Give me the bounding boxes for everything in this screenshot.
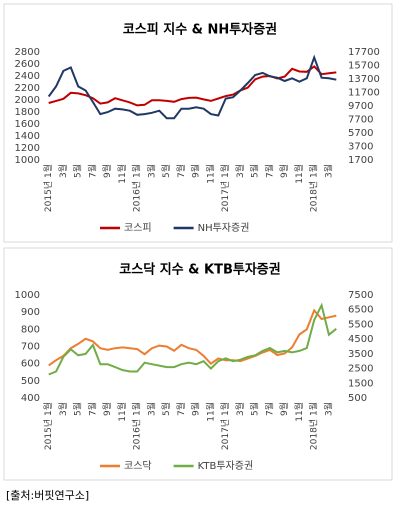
x-tick-label: 2017년 1월 — [219, 164, 231, 212]
y2-tick-label: 4500 — [348, 334, 373, 345]
y2-tick-label: 13700 — [348, 74, 380, 85]
x-tick-label: 3월 — [234, 164, 246, 178]
chart-title: 코스피 지수 & NH투자증권 — [123, 23, 277, 38]
y-tick-label: 900 — [21, 307, 40, 318]
y2-tick-label: 5500 — [348, 319, 373, 330]
x-tick-label: 2018년 1월 — [308, 164, 320, 212]
x-tick-label: 9월 — [190, 164, 202, 178]
legend-label: KTB투자증권 — [198, 460, 254, 472]
y-tick-label: 400 — [21, 393, 40, 404]
x-tick-label: 2016년 1월 — [131, 164, 143, 212]
y-tick-label: 700 — [21, 342, 40, 353]
x-tick-label: 5월 — [72, 164, 84, 178]
x-tick-label: 2016년 1월 — [131, 402, 143, 450]
series-line — [48, 65, 337, 107]
x-tick-label: 9월 — [278, 164, 290, 178]
x-tick-label: 11월 — [116, 164, 128, 184]
x-tick-label: 11월 — [204, 402, 216, 422]
y-tick-label: 2400 — [15, 71, 40, 82]
legend-label: 코스피 — [124, 222, 152, 234]
y-tick-label: 2800 — [15, 47, 40, 58]
x-tick-label: 2017년 1월 — [219, 402, 231, 450]
y-tick-label: 500 — [21, 376, 40, 387]
y2-tick-label: 3700 — [348, 142, 373, 153]
x-tick-label: 9월 — [278, 402, 290, 416]
x-tick-label: 5월 — [249, 164, 261, 178]
y2-tick-label: 3500 — [348, 349, 373, 360]
y-tick-label: 600 — [21, 359, 40, 370]
y2-tick-label: 9700 — [348, 101, 373, 112]
x-tick-label: 3월 — [234, 402, 246, 416]
x-tick-label: 7월 — [86, 164, 98, 178]
x-tick-label: 11월 — [204, 164, 216, 184]
chart-frame — [3, 247, 393, 481]
y2-tick-label: 7700 — [348, 115, 373, 126]
x-tick-label: 11월 — [293, 402, 305, 422]
x-tick-label: 11월 — [116, 402, 128, 422]
x-tick-label: 5월 — [160, 164, 172, 178]
x-tick-label: 3월 — [145, 402, 157, 416]
y2-tick-label: 2500 — [348, 364, 373, 375]
y2-tick-label: 500 — [348, 393, 367, 404]
x-tick-label: 2015년 1월 — [42, 402, 54, 450]
y2-tick-label: 11700 — [348, 88, 380, 99]
y-tick-label: 2000 — [15, 95, 40, 106]
x-tick-label: 5월 — [249, 402, 261, 416]
y2-tick-label: 1500 — [348, 378, 373, 389]
y-tick-label: 1600 — [15, 119, 40, 130]
x-tick-label: 7월 — [263, 164, 275, 178]
x-tick-label: 2018년 1월 — [308, 402, 320, 450]
y-tick-label: 800 — [21, 324, 40, 335]
x-tick-label: 11월 — [293, 164, 305, 184]
y-tick-label: 2600 — [15, 59, 40, 70]
y-tick-label: 1800 — [15, 107, 40, 118]
x-tick-label: 3월 — [322, 402, 334, 416]
x-tick-label: 7월 — [175, 402, 187, 416]
y2-tick-label: 7500 — [348, 290, 373, 301]
x-tick-label: 2015년 1월 — [42, 164, 54, 212]
y-tick-label: 1200 — [15, 143, 40, 154]
y2-tick-label: 1700 — [348, 155, 373, 166]
x-tick-label: 3월 — [322, 164, 334, 178]
y-tick-label: 1000 — [15, 155, 40, 166]
x-tick-label: 3월 — [57, 164, 69, 178]
y2-tick-label: 17700 — [348, 47, 380, 58]
x-tick-label: 9월 — [190, 402, 202, 416]
chart-title: 코스닥 지수 & KTB투자증권 — [119, 262, 280, 278]
y2-tick-label: 5700 — [348, 128, 373, 139]
y2-tick-label: 15700 — [348, 61, 380, 72]
x-tick-label: 9월 — [101, 402, 113, 416]
x-tick-label: 9월 — [101, 164, 113, 178]
x-tick-label: 5월 — [160, 402, 172, 416]
series-line — [48, 302, 337, 376]
legend-label: NH투자증권 — [198, 222, 250, 234]
series-line — [48, 308, 337, 367]
x-tick-label: 3월 — [145, 164, 157, 178]
x-tick-label: 3월 — [57, 402, 69, 416]
y-tick-label: 2200 — [15, 83, 40, 94]
source: [출처:버핏연구소] — [6, 489, 89, 502]
chart-frame — [3, 3, 393, 243]
x-tick-label: 7월 — [86, 402, 98, 416]
legend-label: 코스닥 — [124, 460, 152, 472]
y2-tick-label: 6500 — [348, 305, 373, 316]
x-tick-label: 5월 — [72, 402, 84, 416]
y-tick-label: 1400 — [15, 131, 40, 142]
series-line — [47, 54, 337, 120]
x-tick-label: 7월 — [263, 402, 275, 416]
x-tick-label: 7월 — [175, 164, 187, 178]
y-tick-label: 1000 — [15, 290, 40, 301]
